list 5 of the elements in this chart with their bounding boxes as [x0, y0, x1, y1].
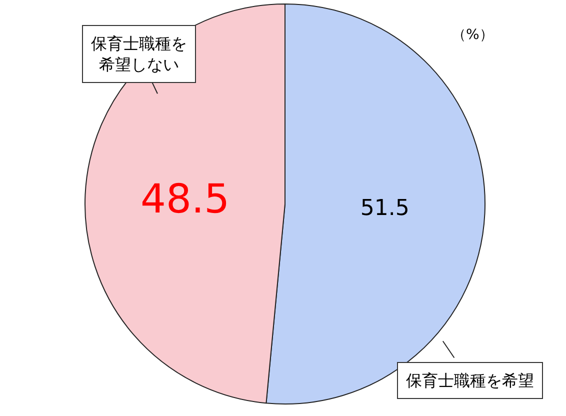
slice-label: 保育士職種を希望 [406, 371, 534, 390]
text: （%） [452, 27, 494, 43]
slice-label: 保育士職種を希望しない [91, 34, 187, 74]
data-label: 48.5 [140, 176, 230, 222]
data-label: 51.5 [360, 196, 410, 222]
